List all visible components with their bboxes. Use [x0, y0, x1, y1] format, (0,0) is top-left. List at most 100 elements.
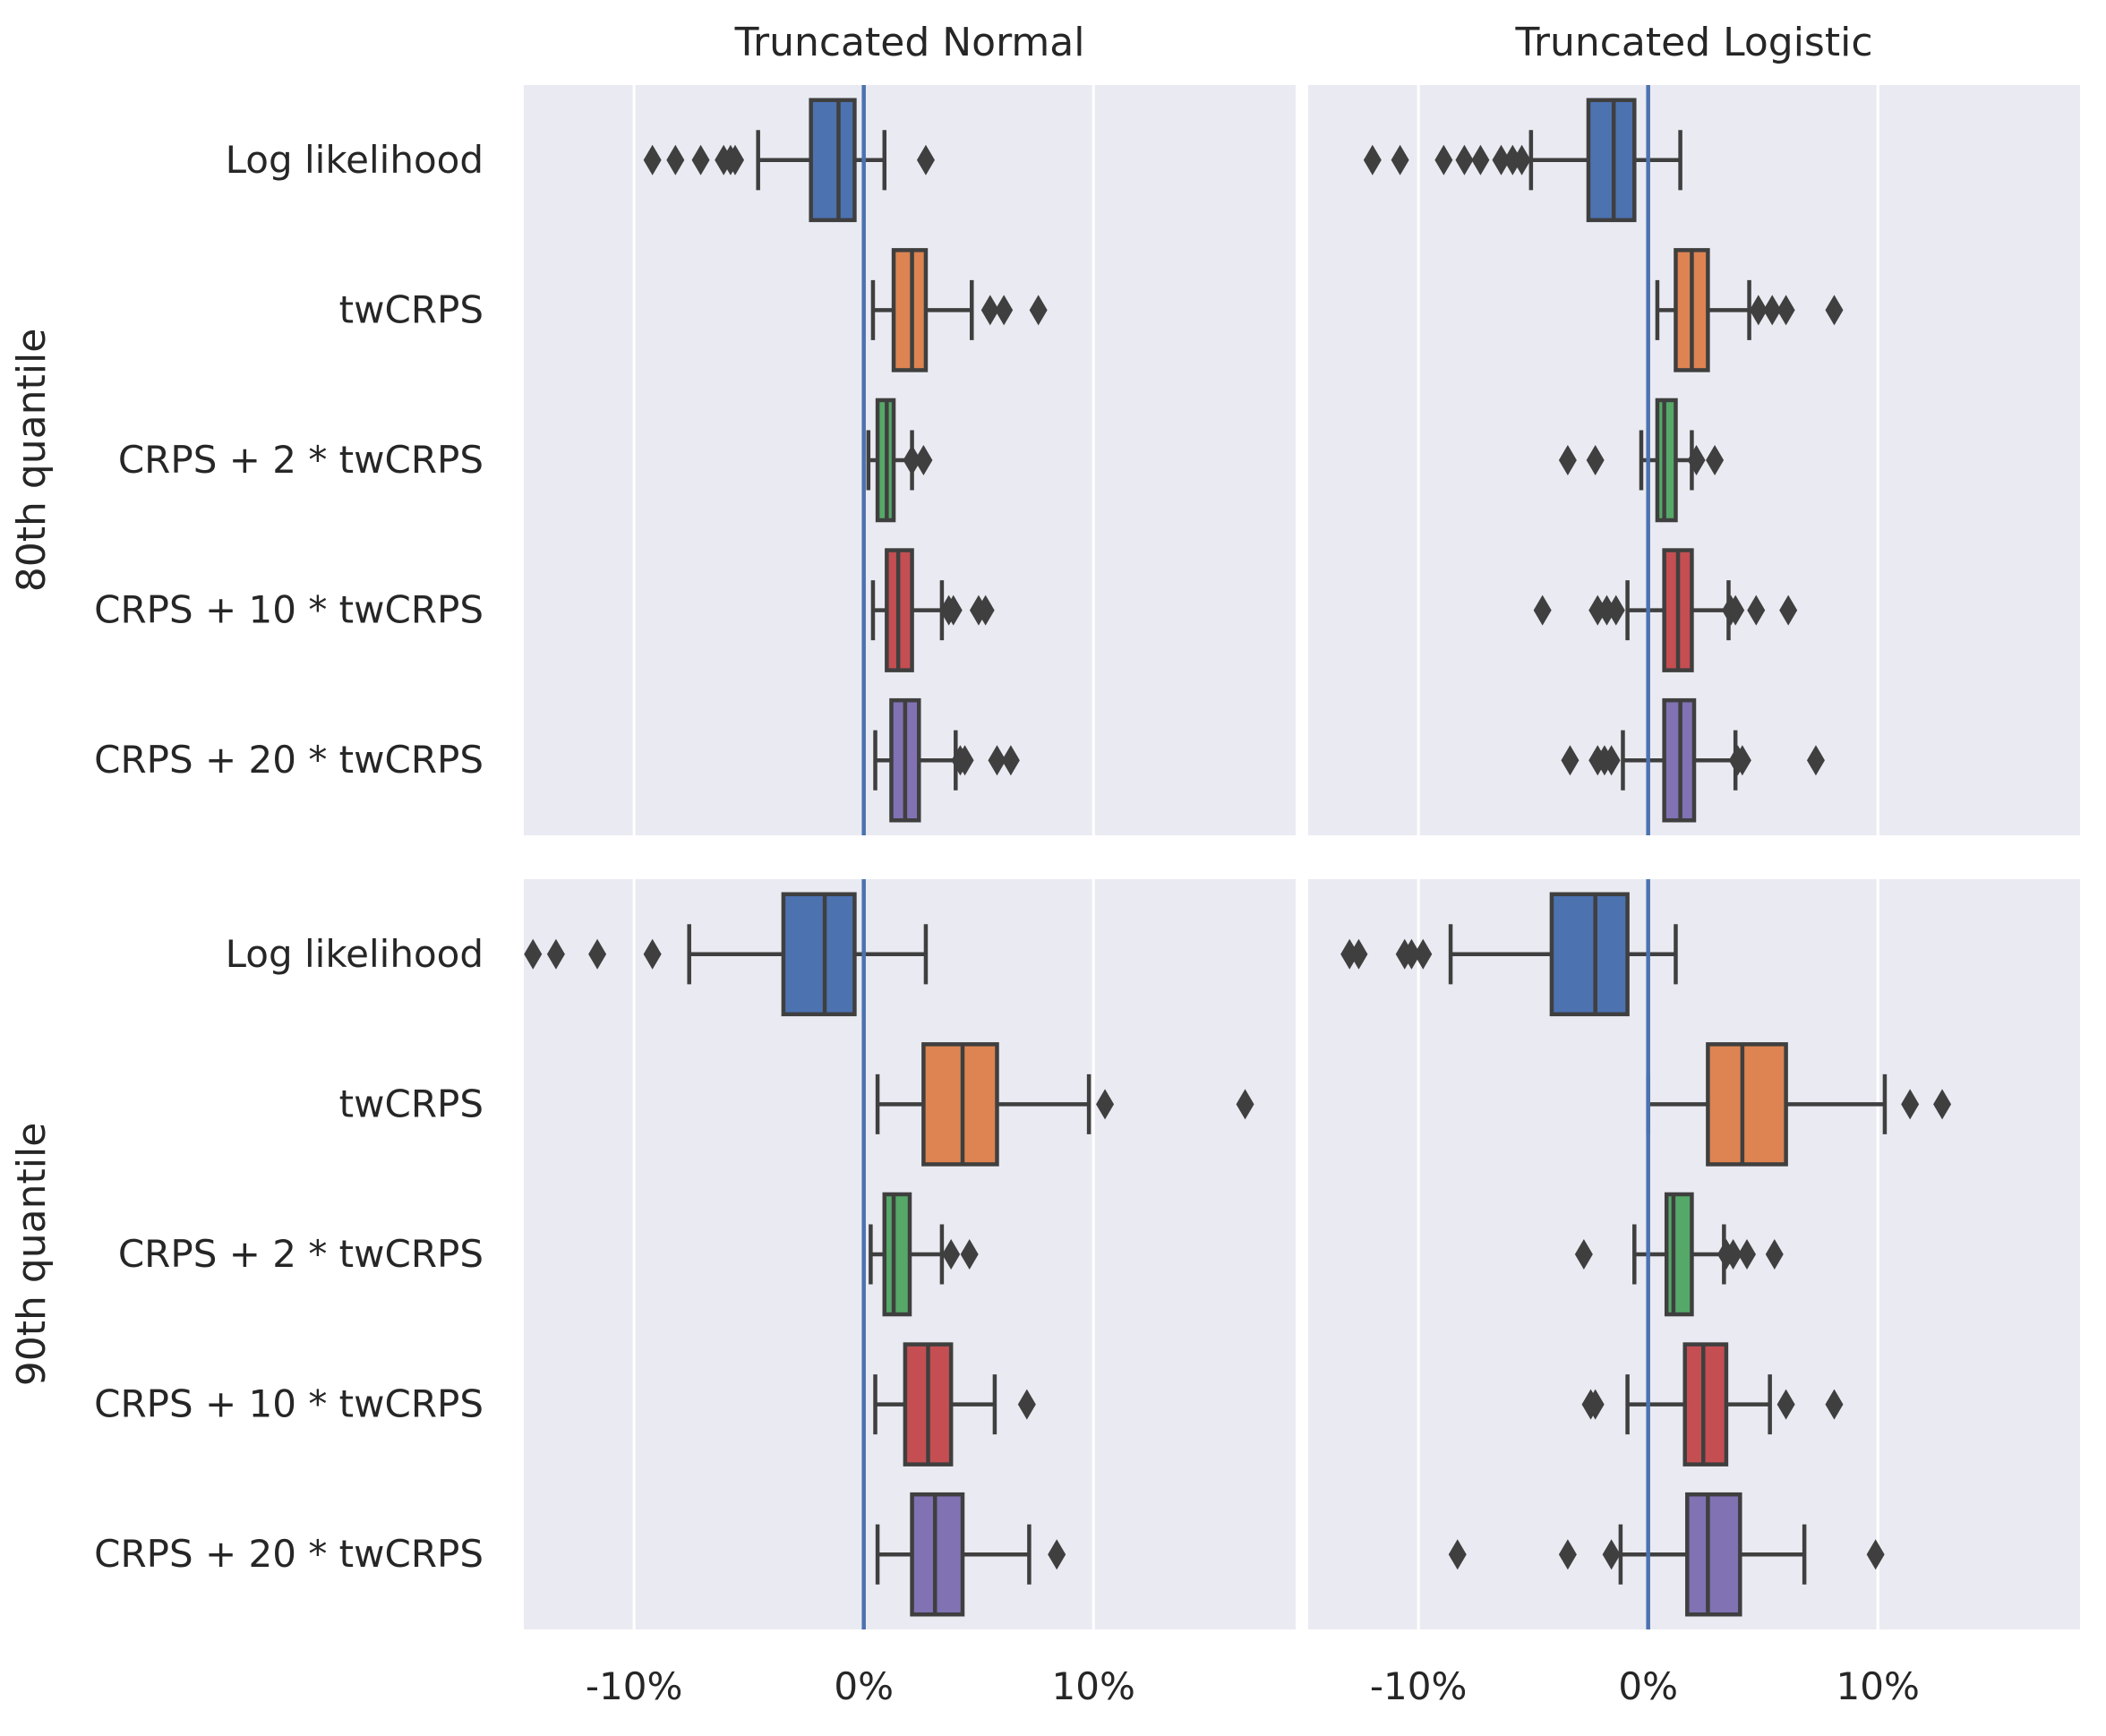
box-r1-c0-4: [910, 1492, 965, 1617]
outlier-r0-c1-2-1: [1586, 445, 1605, 475]
x-tick-label-c1-2: 10%: [1836, 1664, 1920, 1708]
outlier-r1-c0-1-0: [1096, 1089, 1115, 1120]
outlier-r1-c1-3-1: [1586, 1389, 1605, 1420]
outlier-r0-c1-2-3: [1706, 445, 1725, 475]
outlier-r0-c0-4-1: [955, 745, 974, 776]
outlier-r0-c0-0-6: [916, 144, 935, 175]
outlier-r1-c0-0-2: [588, 938, 607, 970]
outlier-r1-c0-0-0: [524, 938, 543, 970]
y-tick-label-r1-3: CRPS + 10 * twCRPS: [94, 1382, 484, 1426]
outlier-r0-c1-1-3: [1825, 295, 1844, 326]
outlier-r1-c1-4-0: [1448, 1539, 1467, 1570]
column-title-0: Truncated Normal: [734, 20, 1085, 65]
outlier-r0-c0-0-2: [691, 144, 710, 175]
outlier-r1-c0-1-1: [1236, 1089, 1254, 1120]
outlier-r1-c1-4-1: [1558, 1539, 1577, 1570]
outlier-r0-c1-4-0: [1561, 745, 1580, 776]
outlier-r0-c0-1-0: [980, 295, 999, 326]
outlier-r1-c1-2-3: [1738, 1239, 1757, 1270]
box-r0-c0-1: [891, 248, 929, 372]
outlier-r0-c1-0-1: [1391, 144, 1409, 175]
outlier-r0-c0-0-5: [726, 144, 745, 175]
outlier-r0-c1-3-3: [1606, 594, 1625, 626]
outlier-r0-c1-3-1: [1588, 594, 1607, 626]
y-tick-label-r1-0: Log likelihood: [226, 932, 484, 976]
outlier-r0-c1-3-7: [1779, 594, 1798, 626]
outlier-r1-c0-0-3: [643, 938, 662, 970]
outlier-r0-c0-1-1: [995, 295, 1014, 326]
outlier-r1-c1-0-1: [1349, 938, 1368, 970]
box-r0-c1-0: [1586, 98, 1637, 223]
outlier-r1-c1-0-0: [1340, 938, 1359, 970]
box-r0-c1-2: [1655, 398, 1678, 523]
outlier-r1-c1-4-3: [1866, 1539, 1885, 1570]
outlier-r0-c0-0-0: [643, 144, 662, 175]
outlier-r0-c1-0-2: [1434, 144, 1453, 175]
outlier-r1-c0-4-0: [1048, 1539, 1066, 1570]
row-title-1: 90th quantile: [9, 1123, 55, 1387]
y-tick-label-r0-2: CRPS + 2 * twCRPS: [118, 438, 484, 482]
outlier-r1-c1-0-4: [1414, 938, 1433, 970]
outlier-r0-c1-0-4: [1471, 144, 1490, 175]
box-r1-c1-4: [1685, 1492, 1742, 1617]
outlier-r0-c1-3-6: [1747, 594, 1766, 626]
outlier-r1-c1-1-1: [1933, 1089, 1952, 1120]
y-tick-label-r1-2: CRPS + 2 * twCRPS: [118, 1232, 484, 1276]
outlier-r1-c1-4-2: [1602, 1539, 1621, 1570]
outlier-r0-c1-4-5: [1733, 745, 1751, 776]
outlier-r0-c1-0-6: [1503, 144, 1522, 175]
outlier-r0-c0-0-1: [666, 144, 685, 175]
outlier-r1-c1-0-3: [1402, 938, 1421, 970]
outlier-r0-c1-3-2: [1597, 594, 1616, 626]
box-r1-c1-0: [1549, 892, 1630, 1017]
outlier-r0-c1-0-3: [1455, 144, 1474, 175]
x-tick-label-c0-0: -10%: [586, 1664, 683, 1708]
outlier-r0-c1-4-3: [1602, 745, 1621, 776]
y-tick-label-r1-1: twCRPS: [339, 1082, 484, 1125]
outlier-r1-c0-0-1: [546, 938, 565, 970]
outlier-r1-c1-3-2: [1776, 1389, 1795, 1420]
box-r1-c1-3: [1682, 1342, 1729, 1467]
outlier-r0-c1-3-0: [1533, 594, 1552, 626]
outlier-r0-c1-0-5: [1492, 144, 1511, 175]
outlier-r0-c0-3-1: [944, 594, 963, 626]
outlier-r0-c1-3-5: [1726, 594, 1745, 626]
x-tick-label-c1-0: -10%: [1370, 1664, 1468, 1708]
x-tick-label-c1-1: 0%: [1618, 1664, 1678, 1708]
outlier-r0-c1-0-7: [1512, 144, 1531, 175]
outlier-r1-c1-2-2: [1724, 1239, 1742, 1270]
outlier-r0-c1-2-0: [1558, 445, 1577, 475]
outlier-r0-c0-3-3: [976, 594, 995, 626]
outlier-r0-c1-0-0: [1363, 144, 1382, 175]
outlier-r0-c0-4-3: [1001, 745, 1020, 776]
outlier-r1-c1-1-0: [1901, 1089, 1920, 1120]
outlier-r0-c1-4-6: [1806, 745, 1825, 776]
outlier-r1-c0-3-0: [1017, 1389, 1036, 1420]
box-r0-c0-0: [809, 98, 857, 223]
outlier-r0-c0-2-1: [914, 445, 933, 475]
row-title-0: 80th quantile: [9, 329, 55, 593]
box-r1-c0-2: [882, 1192, 912, 1317]
outlier-r0-c0-4-2: [988, 745, 1006, 776]
column-title-1: Truncated Logistic: [1514, 20, 1872, 65]
outlier-r1-c0-2-1: [960, 1239, 979, 1270]
outlier-r0-c1-2-2: [1687, 445, 1706, 475]
outlier-r0-c1-1-2: [1776, 295, 1795, 326]
outlier-r0-c0-1-2: [1029, 295, 1048, 326]
x-tick-label-c0-2: 10%: [1052, 1664, 1135, 1708]
box-r1-c1-1: [1706, 1042, 1788, 1167]
box-r1-c0-1: [921, 1042, 999, 1167]
outlier-r0-c1-1-1: [1763, 295, 1782, 326]
box-r1-c1-2: [1664, 1192, 1694, 1317]
outlier-r1-c0-2-0: [942, 1239, 961, 1270]
x-tick-label-c0-1: 0%: [834, 1664, 894, 1708]
y-tick-label-r0-1: twCRPS: [339, 287, 484, 331]
outlier-r0-c1-1-0: [1749, 295, 1768, 326]
outlier-r1-c1-3-3: [1825, 1389, 1844, 1420]
outlier-r1-c1-2-0: [1574, 1239, 1593, 1270]
y-tick-label-r0-4: CRPS + 20 * twCRPS: [94, 738, 484, 782]
y-tick-label-r0-3: CRPS + 10 * twCRPS: [94, 588, 484, 632]
y-tick-label-r1-4: CRPS + 20 * twCRPS: [94, 1532, 484, 1576]
